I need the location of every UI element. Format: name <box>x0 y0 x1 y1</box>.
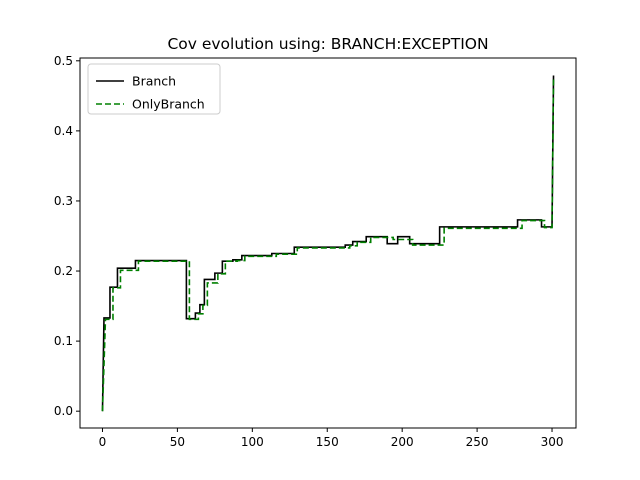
y-tick-label: 0.4 <box>54 124 73 138</box>
legend-box <box>87 63 221 115</box>
series-layer <box>101 75 555 412</box>
y-tick-label: 0.1 <box>54 334 73 348</box>
x-tick-label: 0 <box>99 435 107 449</box>
x-tick-label: 250 <box>466 435 489 449</box>
y-axis: 0.0 0.1 0.2 0.3 0.4 0.5 <box>54 54 80 418</box>
legend: Branch OnlyBranch <box>87 63 221 115</box>
legend-label-onlybranch: OnlyBranch <box>132 97 205 112</box>
chart-title: Cov evolution using: BRANCH:EXCEPTION <box>167 35 488 53</box>
x-tick-label: 50 <box>170 435 185 449</box>
series-line-onlybranch <box>101 76 555 412</box>
x-tick-label: 100 <box>241 435 264 449</box>
y-tick-label: 0.3 <box>54 194 73 208</box>
y-tick-label: 0.5 <box>54 54 73 68</box>
series-line-branch <box>101 75 555 412</box>
x-tick-label: 200 <box>391 435 414 449</box>
y-tick-label: 0.2 <box>54 264 73 278</box>
x-tick-label: 150 <box>316 435 339 449</box>
plot-area-frame <box>79 57 577 429</box>
legend-label-branch: Branch <box>132 74 176 89</box>
y-tick-label: 0.0 <box>54 404 73 418</box>
x-tick-label: 300 <box>541 435 564 449</box>
x-axis: 0 50 100 150 200 250 300 <box>99 428 564 449</box>
